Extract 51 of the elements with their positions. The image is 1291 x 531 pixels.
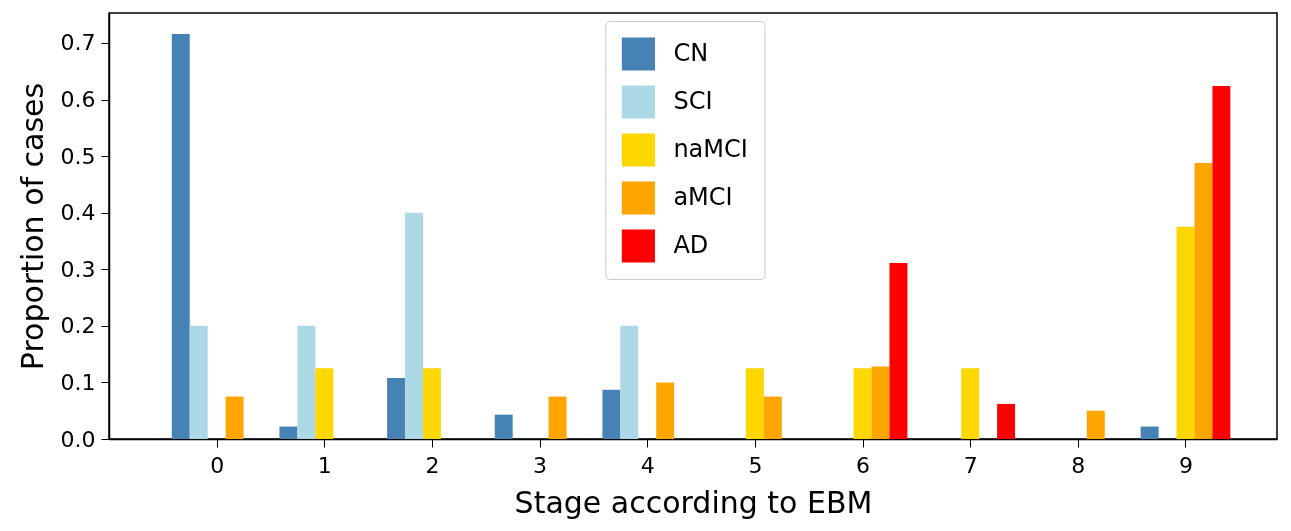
bar bbox=[620, 325, 639, 439]
bar bbox=[656, 382, 675, 439]
bar bbox=[1140, 426, 1159, 439]
y-tick-label: 0.1 bbox=[60, 369, 96, 395]
bar bbox=[1176, 226, 1195, 439]
legend-label: SCI bbox=[673, 87, 713, 115]
bar bbox=[1212, 85, 1231, 439]
y-tick-label: 0.2 bbox=[60, 313, 96, 339]
bar bbox=[853, 368, 872, 439]
bar bbox=[548, 396, 567, 439]
x-tick-label: 1 bbox=[317, 452, 332, 478]
x-tick-label: 6 bbox=[856, 452, 871, 478]
bar bbox=[961, 368, 980, 439]
bar bbox=[997, 403, 1016, 439]
y-tick-label: 0.0 bbox=[60, 426, 96, 452]
bar bbox=[871, 366, 890, 439]
bar bbox=[889, 263, 908, 439]
bar bbox=[171, 33, 190, 439]
bar bbox=[1086, 410, 1105, 439]
legend-label: aMCI bbox=[673, 183, 733, 211]
x-tick-label: 4 bbox=[640, 452, 655, 478]
y-tick-label: 0.4 bbox=[60, 200, 96, 226]
y-tick-label: 0.7 bbox=[60, 30, 96, 56]
bar bbox=[315, 368, 334, 439]
bar bbox=[405, 212, 423, 439]
bar bbox=[279, 426, 298, 439]
x-axis-title: Stage according to EBM bbox=[514, 484, 873, 520]
bar bbox=[297, 325, 316, 439]
x-tick-label: 9 bbox=[1179, 452, 1193, 478]
bar bbox=[745, 368, 764, 439]
y-axis-title: Proportion of cases bbox=[14, 82, 50, 371]
y-tick-label: 0.3 bbox=[60, 256, 96, 282]
bar bbox=[225, 396, 244, 439]
x-tick-label: 7 bbox=[963, 452, 978, 478]
legend-label: naMCI bbox=[673, 135, 748, 163]
y-tick-label: 0.5 bbox=[60, 143, 96, 169]
x-tick-label: 2 bbox=[425, 452, 440, 478]
bar bbox=[422, 368, 441, 439]
bar bbox=[602, 389, 621, 439]
x-tick-label: 5 bbox=[748, 452, 763, 478]
bar bbox=[763, 396, 782, 439]
y-tick-label: 0.6 bbox=[60, 87, 96, 113]
legend-label: CN bbox=[673, 39, 709, 67]
x-tick-label: 3 bbox=[533, 452, 548, 478]
bar bbox=[387, 377, 406, 439]
x-tick-label: 0 bbox=[210, 452, 225, 478]
bar bbox=[494, 414, 513, 439]
bar bbox=[1194, 162, 1213, 439]
bar bbox=[189, 325, 208, 439]
x-tick-label: 8 bbox=[1071, 452, 1086, 478]
legend-label: AD bbox=[673, 231, 709, 259]
